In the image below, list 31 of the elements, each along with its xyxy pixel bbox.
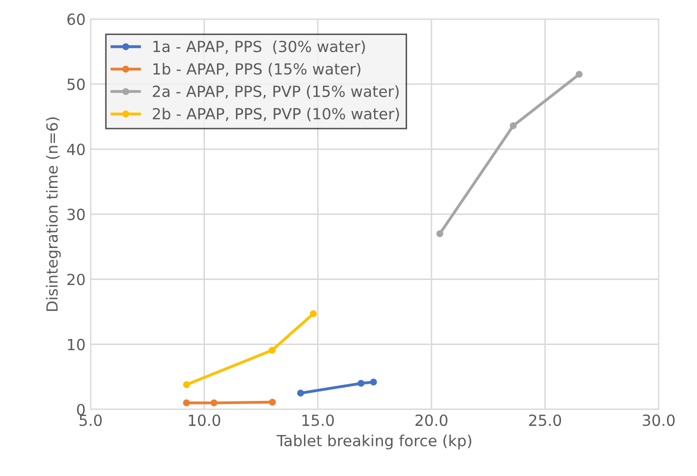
point (268, 398, 276, 406)
point (210, 399, 218, 406)
legend-label: 2b - APAP, PPS, PVP (10% water) (152, 108, 399, 122)
point (358, 380, 364, 387)
y-tick-label: 30 (67, 208, 85, 220)
x-tick-label: 25.0 (529, 414, 562, 426)
x-tick-label: 15.0 (302, 414, 334, 426)
y-tick-label: 10 (68, 338, 85, 350)
point (436, 230, 444, 238)
x-axis-title: Tablet breaking force (kp) (276, 434, 472, 450)
point (510, 122, 517, 130)
y-tick-label: 60 (67, 14, 85, 26)
y-tick-label: 0 (77, 404, 85, 416)
x-tick-label: 30.0 (642, 414, 675, 426)
point (183, 381, 190, 388)
point (576, 70, 583, 78)
point (370, 378, 377, 386)
legend-label: 2a - APAP, PPS, PVP (15% water) (152, 85, 399, 99)
y-tick-label: 40 (67, 144, 85, 156)
y-tick-label: 50 (67, 78, 85, 90)
legend-label: 1a - APAP, PPS (30% water) (153, 40, 365, 54)
x-tick-label: 5.0 (80, 414, 102, 426)
y-tick-label: 20 (67, 274, 85, 286)
point (183, 399, 190, 406)
x-tick-label: 20.0 (416, 414, 448, 426)
point (297, 390, 304, 397)
point (310, 310, 317, 318)
x-tick-label: 10.0 (188, 414, 220, 426)
point (268, 346, 276, 354)
y-axis-title: Disintegration time (n=6) (46, 117, 61, 311)
legend-label: 1b - APAP, PPS (15% water) (153, 62, 360, 76)
